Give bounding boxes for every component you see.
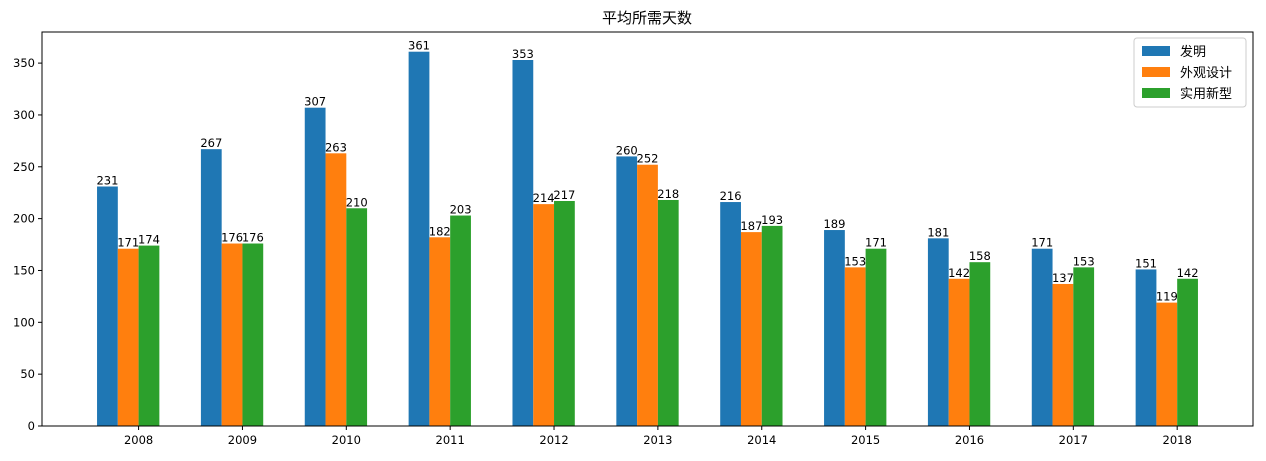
bar [637,164,658,426]
y-tick-label: 100 [13,315,35,329]
bar [844,267,866,426]
bar [221,243,243,426]
bar [138,245,160,426]
bar [429,237,451,426]
data-label: 153 [844,254,866,268]
data-label: 210 [346,195,368,209]
data-label: 218 [657,187,679,201]
x-tick-label: 2018 [1163,433,1192,447]
data-label: 193 [761,213,783,227]
legend-label: 发明 [1180,44,1206,60]
data-label: 174 [138,233,160,247]
bar [1135,269,1157,426]
y-tick-label: 0 [28,419,35,433]
bar [948,278,970,426]
data-label: 361 [408,39,430,53]
bar [1031,248,1053,426]
data-label: 142 [1177,266,1199,280]
data-label: 263 [325,140,347,154]
chart-title: 平均所需天数 [602,9,692,27]
data-label: 171 [865,236,887,250]
bar [740,232,762,426]
bar [1052,283,1074,426]
bar [1073,267,1095,426]
data-label: 217 [553,188,575,202]
data-label: 187 [740,219,762,233]
legend-label: 实用新型 [1180,86,1232,102]
data-label: 153 [1073,254,1095,268]
bar [512,59,534,426]
data-label: 216 [720,189,742,203]
legend-swatch [1142,46,1170,56]
bar [533,204,555,426]
x-tick-label: 2012 [539,433,568,447]
data-label: 353 [512,47,534,61]
bar [117,248,139,426]
data-label: 307 [304,95,326,109]
data-label: 203 [450,203,472,217]
x-tick-label: 2015 [851,433,880,447]
bar [761,225,783,426]
data-label: 252 [637,152,659,166]
x-tick-label: 2009 [228,433,257,447]
data-label: 142 [948,266,970,280]
bar [657,199,679,426]
data-label: 189 [823,217,845,231]
data-label: 267 [200,136,222,150]
y-tick-label: 200 [13,212,35,226]
x-tick-label: 2014 [747,433,776,447]
x-tick-label: 2011 [436,433,465,447]
bar [325,153,347,426]
legend-swatch [1142,67,1170,77]
legend-label: 外观设计 [1180,66,1232,81]
bar [824,230,845,426]
data-label: 181 [927,225,949,239]
y-tick-label: 50 [20,367,35,381]
y-tick-label: 350 [13,56,35,70]
data-label: 171 [1031,236,1053,250]
x-tick-label: 2008 [124,433,153,447]
plot-frame [41,31,1254,427]
data-label: 151 [1135,256,1157,270]
data-label: 260 [616,143,638,157]
bar [450,215,471,426]
legend-swatch [1142,88,1170,98]
bar [1156,302,1178,426]
bar [242,243,264,426]
data-label: 119 [1156,290,1178,304]
data-label: 176 [242,231,264,245]
bar [865,248,887,426]
data-label: 214 [533,191,555,205]
x-tick-label: 2010 [332,433,361,447]
bar [927,238,949,426]
data-label: 137 [1052,271,1074,285]
data-label: 171 [117,236,139,250]
data-label: 231 [96,173,118,187]
bar [720,202,741,426]
bar [200,149,222,427]
bar [616,156,638,426]
bar [97,186,118,426]
bar [554,201,575,426]
y-tick-label: 150 [13,263,35,277]
data-label: 182 [429,224,451,238]
x-tick-label: 2013 [643,433,672,447]
data-label: 158 [969,249,991,263]
y-tick-label: 250 [13,160,35,174]
bar [304,107,326,426]
data-label: 176 [221,231,243,245]
x-tick-label: 2017 [1059,433,1088,447]
bar [408,51,430,426]
x-tick-label: 2016 [955,433,984,447]
bar [969,262,991,426]
bar [346,208,368,426]
bar [1177,278,1198,426]
y-tick-label: 300 [13,108,35,122]
